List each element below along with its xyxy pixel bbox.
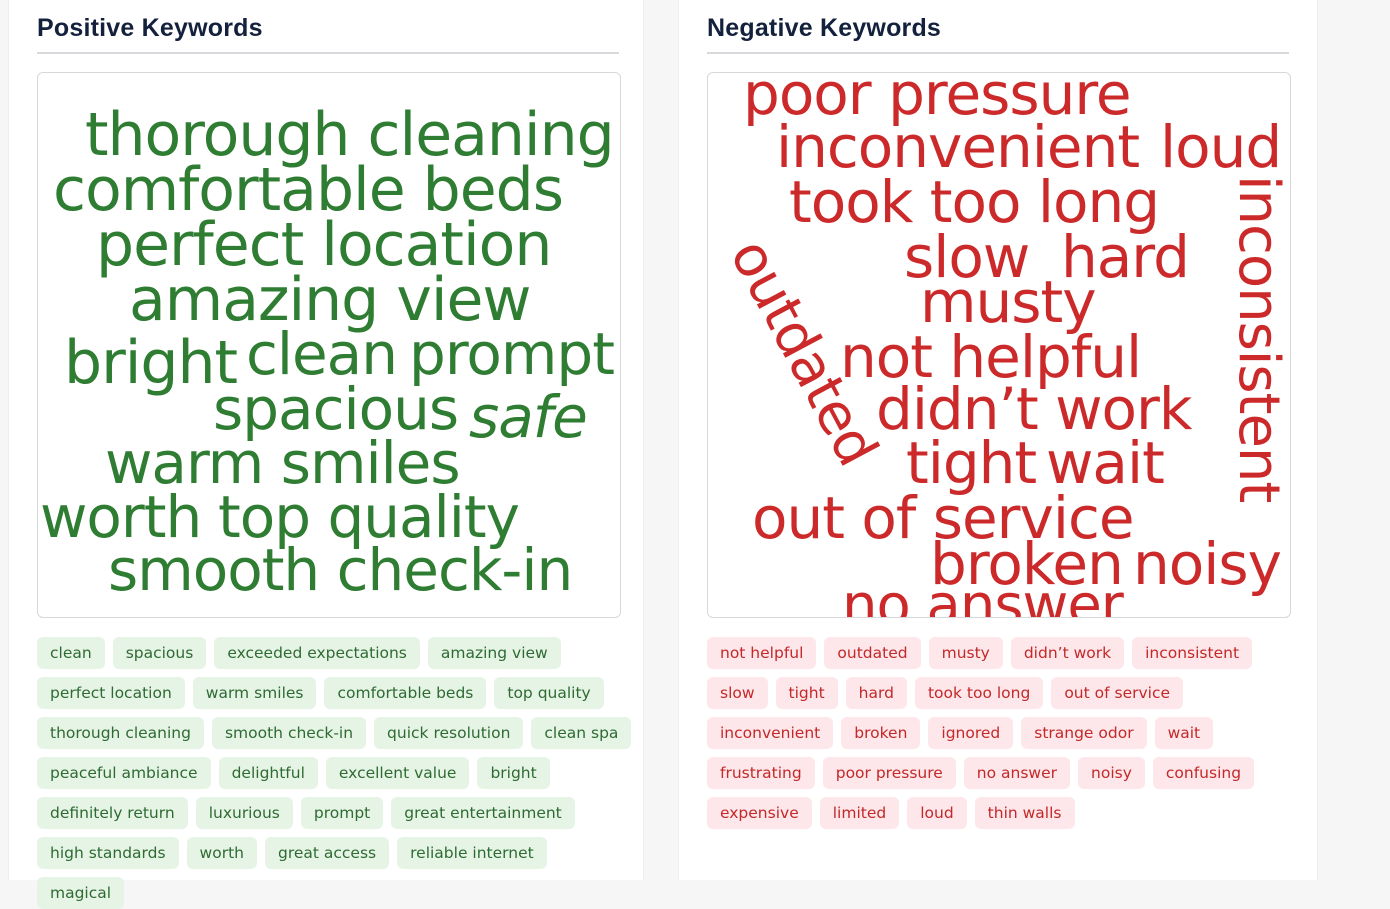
keyword-tag[interactable]: wait: [1154, 717, 1214, 749]
keyword-tag[interactable]: amazing view: [427, 637, 561, 669]
cloud-word: top quality: [218, 483, 520, 551]
keyword-tag[interactable]: poor pressure: [822, 757, 956, 789]
cloud-word: not helpful: [840, 323, 1142, 391]
cloud-word: wait: [1046, 429, 1165, 497]
keyword-tag[interactable]: inconvenient: [707, 717, 834, 749]
keyword-tag[interactable]: inconsistent: [1132, 637, 1253, 669]
keyword-tag[interactable]: reliable internet: [397, 837, 547, 869]
keyword-tag[interactable]: delightful: [218, 757, 318, 789]
keyword-tag[interactable]: noisy: [1078, 757, 1145, 789]
cloud-word: perfect location: [96, 210, 552, 280]
keyword-tag[interactable]: outdated: [824, 637, 921, 669]
cloud-word: thorough cleaning: [85, 100, 615, 170]
cloud-word: hard: [1061, 223, 1190, 291]
cloud-word: didn’t work: [876, 375, 1192, 443]
cloud-word: prompt: [409, 320, 615, 388]
cloud-word: inconsistent: [1226, 175, 1291, 503]
keyword-tag[interactable]: great entertainment: [391, 797, 575, 829]
keyword-tag[interactable]: limited: [819, 797, 900, 829]
keyword-tag[interactable]: smooth check-in: [211, 717, 367, 749]
keyword-tag[interactable]: bright: [477, 757, 550, 789]
cloud-word: out of service: [752, 484, 1135, 552]
negative-keywords-title: Negative Keywords: [707, 14, 942, 42]
keyword-tag[interactable]: out of service: [1051, 677, 1184, 709]
cloud-word: spacious: [213, 375, 459, 443]
keyword-tag[interactable]: quick resolution: [374, 717, 524, 749]
keyword-tag[interactable]: clean: [37, 637, 105, 669]
cloud-word: noisy: [1133, 530, 1282, 598]
keyword-tag[interactable]: prompt: [300, 797, 384, 829]
cloud-word: tight: [906, 429, 1037, 497]
negative-keyword-tags: not helpful outdated musty didn’t work i…: [707, 637, 1307, 829]
keyword-tag[interactable]: took too long: [914, 677, 1044, 709]
keyword-tag[interactable]: thorough cleaning: [37, 717, 204, 749]
keyword-tag[interactable]: not helpful: [707, 637, 817, 669]
keyword-tag[interactable]: worth: [186, 837, 257, 869]
cloud-word: smooth check-in: [108, 536, 573, 604]
positive-keyword-tags: clean spacious exceeded expectations ama…: [37, 637, 637, 909]
keyword-tag[interactable]: excellent value: [325, 757, 470, 789]
keyword-tag[interactable]: confusing: [1152, 757, 1255, 789]
title-divider: [37, 52, 619, 54]
keyword-tag[interactable]: loud: [907, 797, 967, 829]
keyword-tag[interactable]: spacious: [112, 637, 207, 669]
positive-keywords-title: Positive Keywords: [37, 14, 263, 42]
keyword-tag[interactable]: perfect location: [37, 677, 185, 709]
keyword-tag[interactable]: definitely return: [37, 797, 188, 829]
keyword-tag[interactable]: tight: [775, 677, 838, 709]
keyword-tag[interactable]: expensive: [707, 797, 812, 829]
cloud-word: worth: [40, 483, 202, 551]
cloud-word: broken: [930, 530, 1124, 598]
cloud-word: no answer: [842, 573, 1124, 618]
keyword-tag[interactable]: musty: [928, 637, 1003, 669]
title-divider: [707, 52, 1289, 54]
cloud-word: comfortable beds: [53, 155, 564, 225]
negative-word-cloud: poor pressure inconvenient loud took too…: [707, 72, 1291, 618]
keyword-tag[interactable]: top quality: [494, 677, 604, 709]
keyword-tag[interactable]: peaceful ambiance: [37, 757, 211, 789]
keyword-tag[interactable]: didn’t work: [1010, 637, 1125, 669]
cloud-word: inconvenient: [776, 113, 1140, 181]
cloud-word: warm smiles: [105, 429, 461, 497]
keyword-tag[interactable]: warm smiles: [192, 677, 317, 709]
positive-keywords-panel: Positive Keywords thorough cleaning comf…: [8, 0, 644, 909]
cloud-word: clean: [246, 320, 398, 388]
keyword-tag[interactable]: hard: [845, 677, 907, 709]
keyword-tag[interactable]: magical: [37, 877, 125, 909]
cloud-word: bright: [64, 328, 238, 398]
keyword-tag[interactable]: great access: [264, 837, 390, 869]
cloud-word: took too long: [789, 168, 1160, 236]
keyword-tag[interactable]: broken: [841, 717, 921, 749]
keyword-tag[interactable]: thin walls: [974, 797, 1075, 829]
keyword-tag[interactable]: exceeded expectations: [214, 637, 420, 669]
keyword-tag[interactable]: comfortable beds: [324, 677, 487, 709]
cloud-word: safe: [469, 383, 588, 451]
positive-word-cloud: thorough cleaning comfortable beds perfe…: [37, 72, 621, 618]
keyword-tag[interactable]: slow: [707, 677, 768, 709]
cloud-word: musty: [920, 268, 1097, 336]
cloud-word: loud: [1160, 113, 1282, 181]
negative-keywords-panel: Negative Keywords poor pressure inconven…: [678, 0, 1318, 880]
keyword-tag[interactable]: ignored: [928, 717, 1014, 749]
keyword-tag[interactable]: strange odor: [1021, 717, 1147, 749]
keyword-tag[interactable]: luxurious: [195, 797, 293, 829]
keyword-tag[interactable]: clean spa: [531, 717, 632, 749]
cloud-word: poor pressure: [743, 72, 1132, 128]
cloud-word: amazing view: [129, 265, 531, 335]
keyword-tag[interactable]: frustrating: [707, 757, 815, 789]
cloud-word: slow: [904, 223, 1030, 291]
keyword-tag[interactable]: high standards: [37, 837, 179, 869]
keyword-tag[interactable]: no answer: [963, 757, 1071, 789]
